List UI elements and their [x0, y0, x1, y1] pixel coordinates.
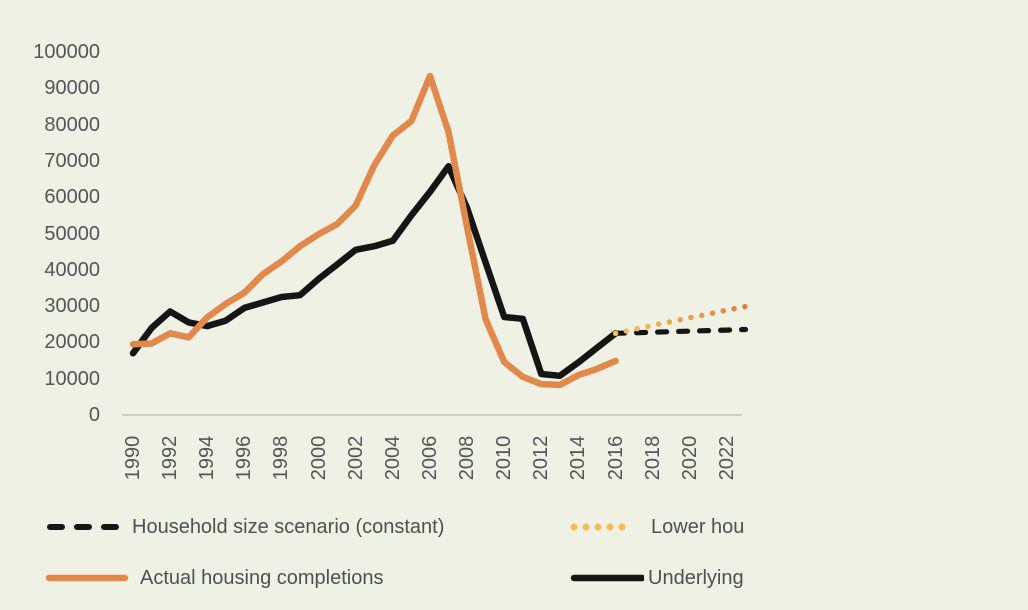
x-tick-label: 1990 [122, 435, 144, 481]
solid-black-line-icon [570, 574, 644, 582]
legend-label: Lower hou [651, 515, 745, 538]
y-tick-label: 10000 [44, 367, 100, 390]
x-tick-label: 2008 [456, 435, 479, 481]
x-tick-label: 2018 [641, 435, 664, 481]
legend-item-actual-completions: Actual housing completions [45, 566, 383, 590]
x-axis-line [122, 414, 742, 416]
legend-label: Underlying [648, 566, 744, 589]
y-tick-label: 50000 [44, 222, 100, 245]
x-tick-label: 1992 [159, 435, 182, 481]
y-tick-label: 90000 [44, 77, 100, 100]
series-line-lower [612, 303, 749, 337]
dashed-black-line-icon [47, 524, 121, 530]
series-line-constant [612, 326, 749, 336]
y-tick-label: 20000 [44, 331, 100, 354]
x-tick-label: 1994 [196, 435, 219, 481]
x-tick-label: 2020 [678, 435, 701, 481]
x-tick-label: 2004 [381, 435, 404, 481]
legend-item-underlying: Underlying [570, 566, 744, 590]
x-tick-label: 1998 [270, 435, 293, 481]
legend-label: Actual housing completions [140, 566, 384, 589]
x-tick-label: 2022 [715, 435, 738, 481]
y-tick-label: 40000 [44, 258, 100, 281]
dotted-amber-line-icon [570, 523, 638, 531]
legend-item-lower-household: Lower hou [568, 515, 744, 539]
series-line-underlying [129, 163, 619, 380]
legend-item-household-size-constant: Household size scenario (constant) [45, 515, 444, 539]
y-tick-label: 70000 [44, 149, 100, 172]
y-tick-label: 60000 [44, 186, 100, 209]
x-tick-label: 2016 [604, 435, 627, 481]
y-tick-label: 100000 [33, 41, 100, 63]
y-tick-label: 0 [88, 404, 100, 426]
legend-label: Household size scenario (constant) [132, 515, 445, 538]
x-tick-label: 2010 [493, 435, 516, 481]
x-tick-label: 2012 [530, 435, 553, 481]
solid-orange-line-icon [45, 574, 129, 582]
x-tick-label: 2014 [567, 435, 590, 481]
x-tick-label: 1996 [233, 435, 256, 481]
x-tick-label: 2006 [418, 435, 441, 481]
x-tick-label: 2000 [307, 435, 330, 481]
y-tick-label: 30000 [44, 295, 100, 318]
series-line-actual [129, 72, 619, 389]
y-tick-label: 80000 [44, 113, 100, 136]
x-tick-label: 2002 [344, 435, 367, 481]
